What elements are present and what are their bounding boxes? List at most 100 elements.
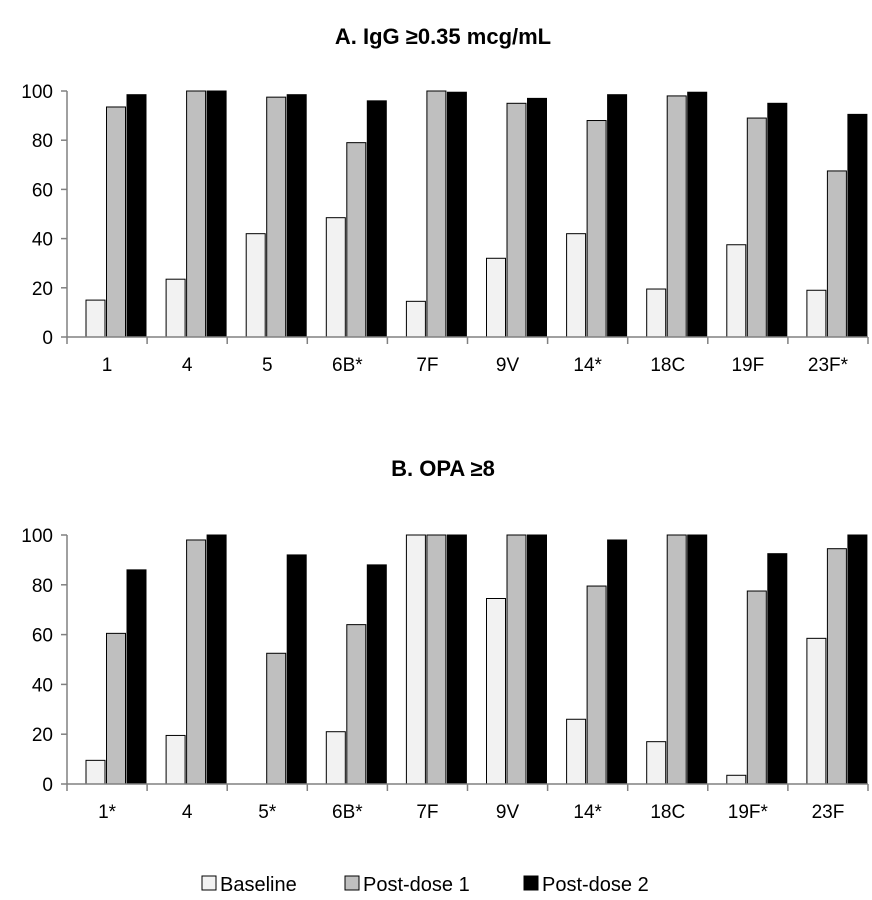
bar-post-dose-1-1 (106, 106, 126, 338)
bar-baseline-18C (646, 288, 667, 338)
bar-baseline-1 (85, 299, 106, 338)
x-tick-label: 9V (496, 802, 520, 823)
bar-baseline-23F (806, 637, 827, 785)
bar-post-dose-1-6B (346, 624, 367, 785)
y-tick-label: 80 (32, 576, 53, 597)
bar-baseline-9V (486, 257, 506, 338)
x-tick-label: 14* (573, 802, 602, 823)
bar-post-dose-2-9V (527, 534, 547, 785)
bar-post-dose-1-1 (106, 632, 126, 785)
y-tick-label: 20 (32, 725, 53, 746)
bar-baseline-4 (165, 734, 186, 785)
bar-baseline-6B (325, 217, 346, 338)
x-tick-label: 19F* (728, 802, 769, 823)
y-tick-label: 80 (32, 131, 53, 152)
legend-label-baseline: Baseline (220, 874, 297, 896)
bar-post-dose-2-23F (847, 113, 868, 338)
y-tick-label: 40 (32, 675, 53, 696)
bar-post-dose-2-7F (446, 534, 467, 785)
bar-post-dose-2-1 (126, 569, 147, 785)
x-tick-label: 7F (416, 355, 438, 376)
x-tick-label: 4 (182, 802, 193, 823)
x-tick-label: 7F (416, 802, 438, 823)
y-tick-label: 40 (32, 230, 53, 251)
x-tick-label: 6B* (332, 355, 363, 376)
bar-post-dose-2-9V (527, 97, 547, 338)
bar-post-dose-2-4 (206, 90, 227, 338)
chart-b-title: B. OPA ≥8 (391, 456, 495, 481)
bar-post-dose-1-14 (586, 120, 607, 338)
bar-baseline-14 (566, 233, 587, 338)
bar-post-dose-1-7F (426, 534, 447, 785)
x-tick-label: 18C (650, 355, 685, 376)
legend-label-post-dose-1: Post-dose 1 (363, 874, 470, 896)
bar-post-dose-1-7F (426, 90, 447, 338)
legend-swatch-post-dose-1 (344, 875, 360, 891)
bar-post-dose-2-5 (286, 94, 307, 338)
x-tick-label: 14* (573, 355, 602, 376)
bar-baseline-19F (726, 774, 747, 785)
legend-swatch-post-dose-2 (523, 875, 539, 891)
bar-post-dose-1-23F (826, 548, 847, 785)
bar-post-dose-1-18C (666, 95, 687, 338)
bar-post-dose-2-4 (206, 534, 227, 785)
x-tick-label: 5 (262, 355, 273, 376)
bar-post-dose-2-1 (126, 94, 147, 338)
y-tick-label: 100 (21, 82, 53, 103)
bar-post-dose-2-7F (446, 91, 467, 338)
chart-legend: Baseline Post-dose 1 Post-dose 2 (201, 874, 649, 896)
bar-post-dose-1-18C (666, 534, 687, 785)
y-tick-label: 60 (32, 180, 53, 201)
bar-post-dose-2-19F (767, 102, 788, 338)
chart-a-title: A. IgG ≥0.35 mcg/mL (335, 24, 551, 49)
bar-post-dose-1-5 (266, 652, 287, 785)
x-tick-label: 23F* (808, 355, 849, 376)
x-tick-label: 6B* (332, 802, 363, 823)
bar-baseline-7F (405, 300, 426, 338)
bar-post-dose-1-14 (586, 585, 607, 785)
bar-baseline-4 (165, 278, 186, 338)
bar-baseline-19F (726, 244, 747, 338)
bar-baseline-18C (646, 741, 667, 785)
bar-baseline-9V (486, 597, 506, 785)
x-tick-label: 23F (812, 802, 845, 823)
chart-a-plot: 0 20 40 60 80 100 1 4 5 6B* 7F 9V 14* 18C 19F 23F* (21, 82, 869, 376)
x-tick-label: 5* (258, 802, 277, 823)
bar-baseline-6B (325, 731, 346, 785)
bar-post-dose-2-23F (847, 534, 868, 785)
bar-post-dose-2-18C (687, 534, 708, 785)
x-tick-label: 4 (182, 355, 193, 376)
x-tick-label: 18C (650, 802, 685, 823)
chart-b-plot: 0 20 40 60 80 100 1* 4 5* 6B* 7F 9V 14* 18C 19F* 23F (21, 526, 869, 823)
x-tick-label: 1* (98, 802, 117, 823)
bar-post-dose-1-19F (746, 117, 767, 338)
bar-post-dose-1-4 (186, 90, 207, 338)
bar-post-dose-2-14 (607, 539, 628, 785)
bar-baseline-1 (85, 759, 106, 785)
bar-post-dose-2-19F (767, 553, 788, 785)
bar-post-dose-2-14 (607, 94, 628, 338)
bar-post-dose-1-9V (506, 534, 527, 785)
y-tick-label: 0 (42, 328, 53, 349)
bar-post-dose-1-19F (746, 590, 767, 785)
x-tick-label: 9V (496, 355, 520, 376)
bar-post-dose-1-6B (346, 142, 367, 338)
bar-post-dose-2-18C (687, 91, 708, 338)
x-tick-label: 19F (731, 355, 764, 376)
x-tick-label: 1 (102, 355, 113, 376)
bar-baseline-23F (806, 289, 827, 338)
y-tick-label: 60 (32, 626, 53, 647)
y-tick-label: 20 (32, 279, 53, 300)
bar-post-dose-1-9V (506, 102, 527, 338)
bar-post-dose-2-6B (366, 564, 387, 785)
bar-baseline-14 (566, 718, 587, 785)
bar-post-dose-1-4 (186, 539, 207, 785)
bar-post-dose-2-5 (286, 554, 307, 785)
y-tick-label: 0 (42, 775, 53, 796)
bar-post-dose-1-23F (826, 170, 847, 338)
bar-post-dose-1-5 (266, 96, 287, 338)
bar-baseline-5 (245, 233, 266, 338)
y-tick-label: 100 (21, 526, 53, 547)
bar-post-dose-2-6B (366, 100, 387, 338)
